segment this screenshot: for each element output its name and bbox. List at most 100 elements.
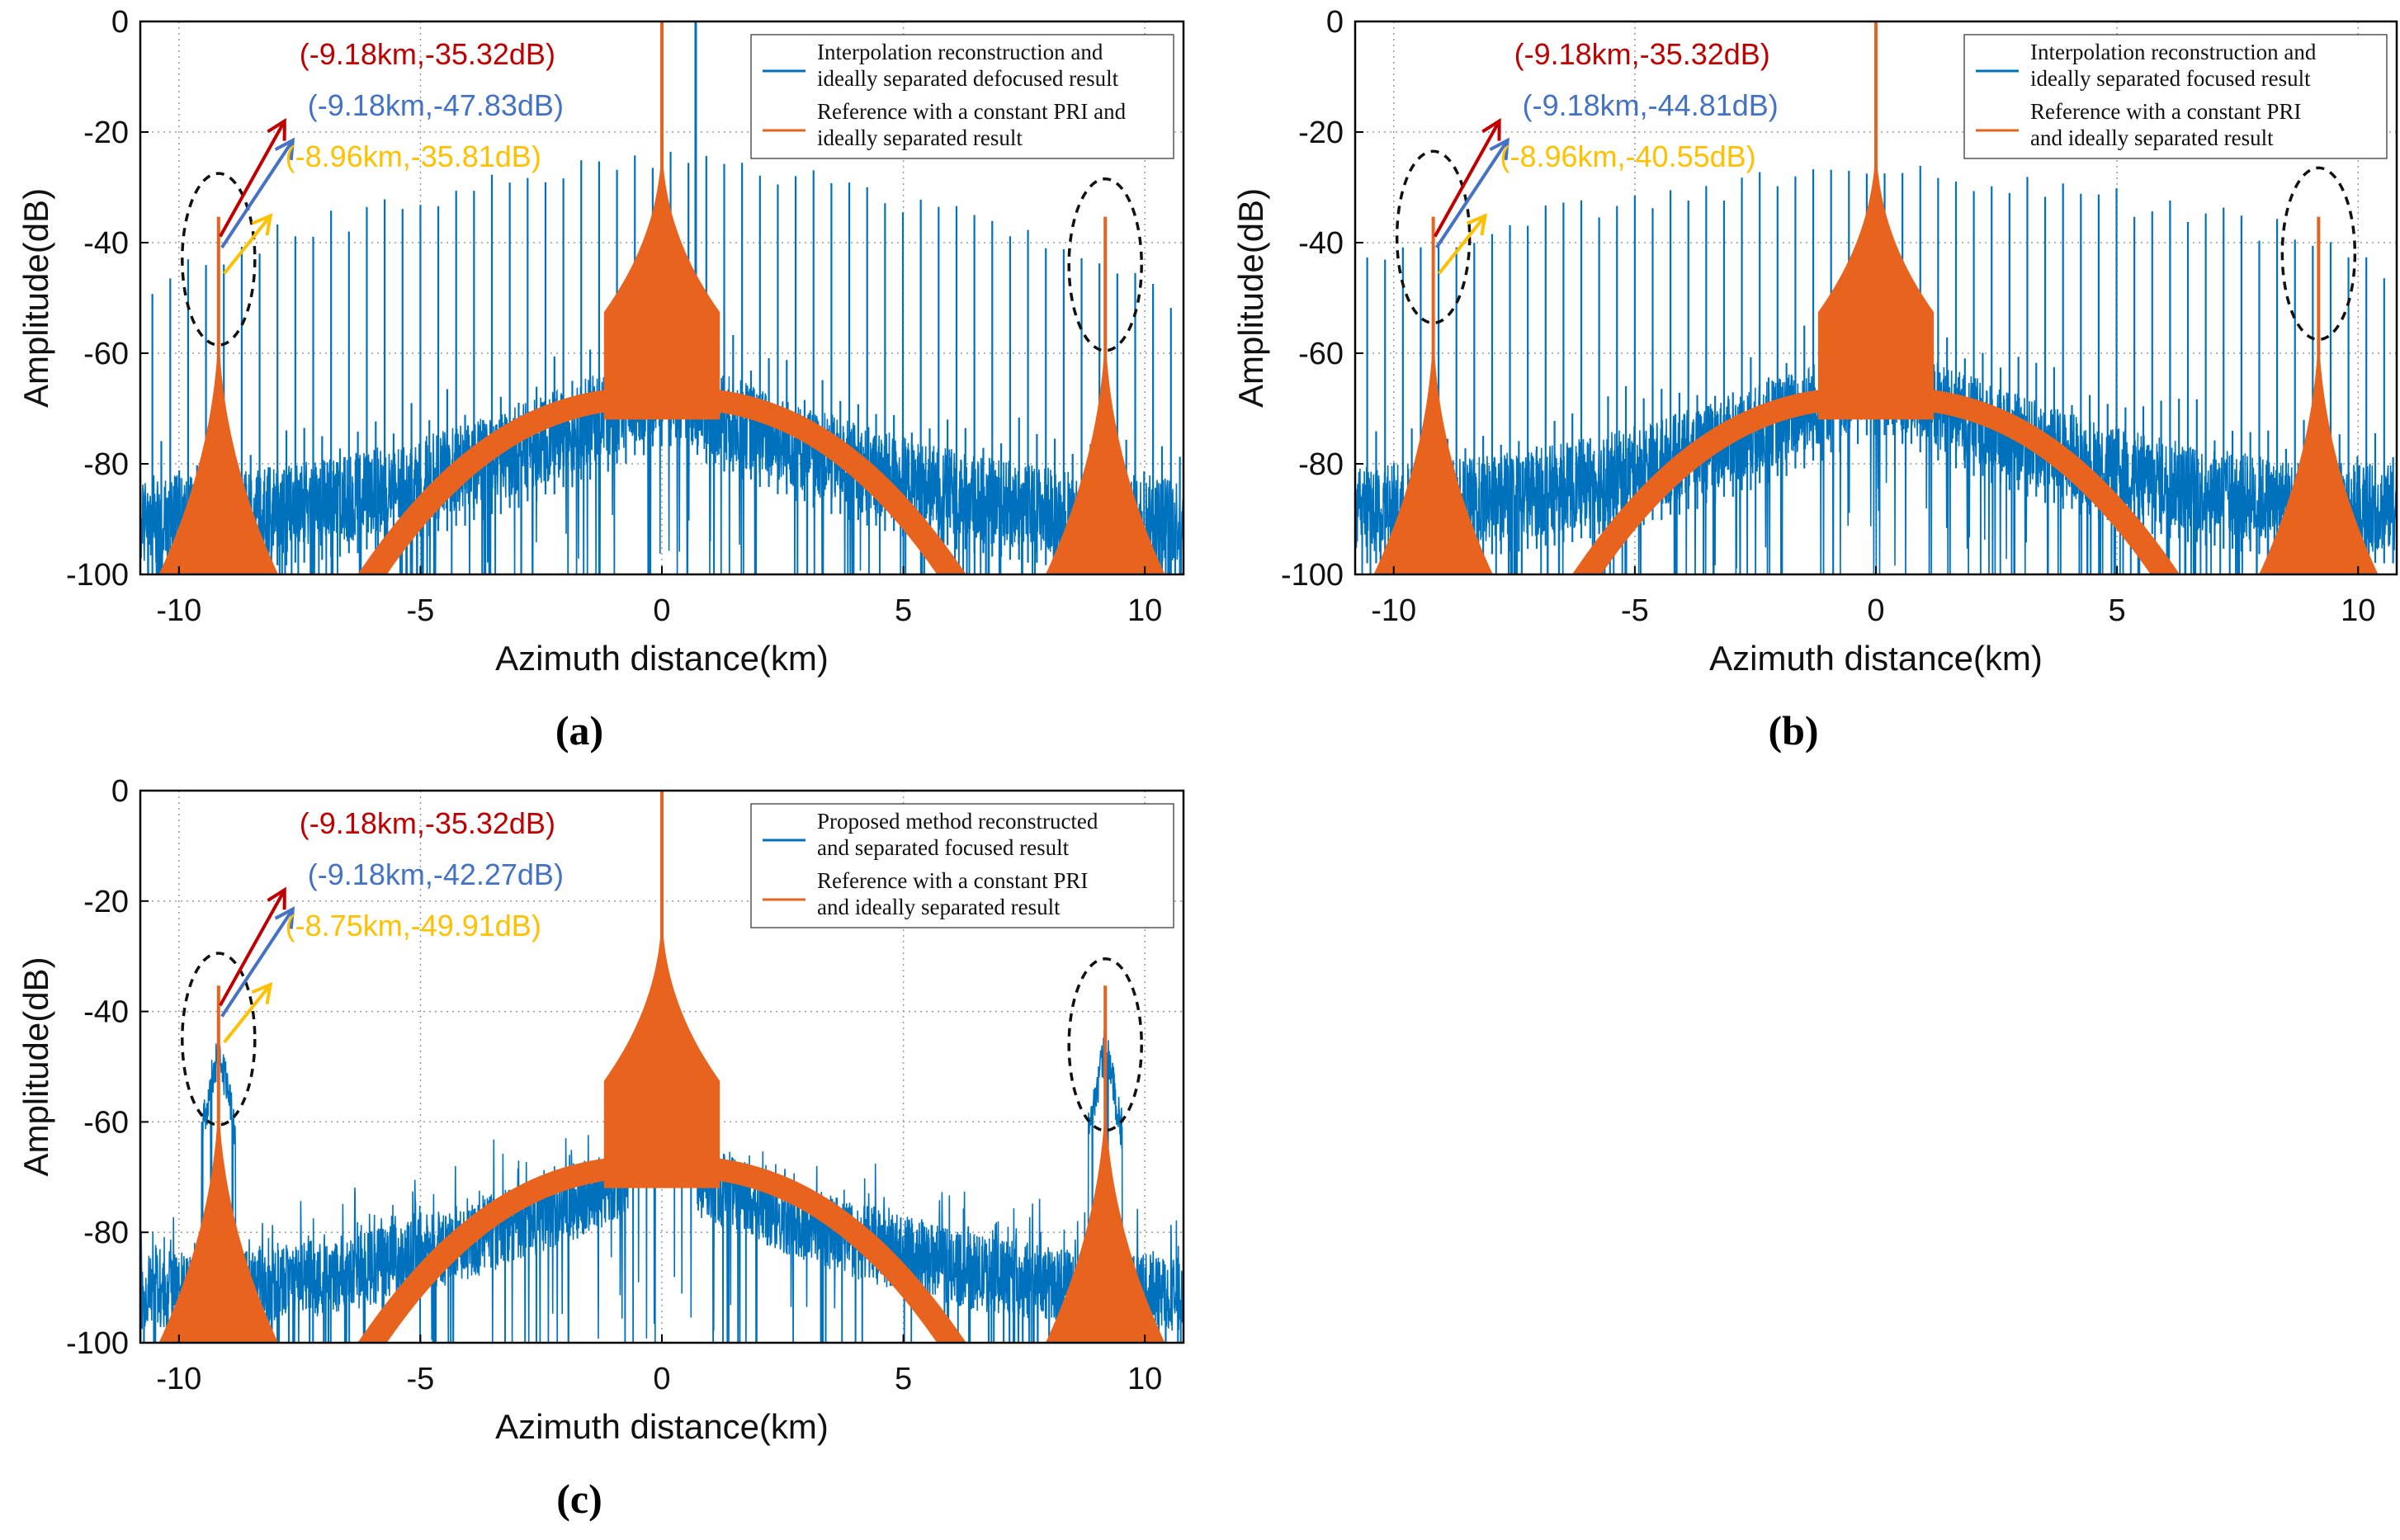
plot-area bbox=[1355, 21, 2397, 574]
x-tick-label: -5 bbox=[1621, 593, 1649, 628]
x-tick-label: -10 bbox=[156, 593, 201, 628]
legend-entry-text: ideally separated focused result bbox=[2030, 66, 2311, 91]
annotation-label: (-8.75km,-49.91dB) bbox=[286, 909, 541, 942]
reference-sidelobe-band bbox=[1571, 386, 2180, 574]
annotation-arrowhead bbox=[1466, 213, 1488, 236]
x-axis-label: Azimuth distance(km) bbox=[1709, 639, 2043, 678]
plot-area bbox=[140, 791, 1183, 1343]
reference-side-lobe bbox=[1045, 316, 1165, 574]
legend-entry-text: Proposed method reconstructed bbox=[817, 809, 1098, 834]
annotation-label: (-8.96km,-35.81dB) bbox=[286, 139, 541, 173]
y-tick-label: -20 bbox=[83, 885, 129, 919]
x-tick-label: -10 bbox=[1371, 593, 1416, 628]
tick-labels: -10 -5 0 5 10 0 -20 -40 -60 -80 -100 bbox=[1281, 5, 2375, 628]
highlight-ellipse bbox=[2280, 166, 2357, 342]
y-tick-label: -40 bbox=[83, 995, 129, 1030]
annotation-arrow bbox=[1434, 139, 1509, 249]
reference-side-lobe bbox=[2259, 316, 2379, 574]
x-tick-label: -10 bbox=[156, 1362, 201, 1396]
annotation-arrowhead bbox=[251, 213, 273, 236]
legend-box bbox=[1963, 34, 2388, 159]
legend-entry-text: Interpolation reconstruction and bbox=[2030, 40, 2317, 64]
y-axis-label: Amplitude(dB) bbox=[17, 957, 55, 1176]
highlight-ellipse bbox=[1067, 177, 1143, 352]
reference-sidelobe-band bbox=[357, 1155, 966, 1343]
x-tick-label: 0 bbox=[1867, 593, 1884, 628]
y-tick-label: -60 bbox=[83, 337, 129, 371]
x-tick-label: 10 bbox=[2341, 593, 2375, 628]
y-tick-label: -80 bbox=[83, 447, 129, 482]
annotation-label: (-9.18km,-35.32dB) bbox=[300, 806, 555, 840]
y-axis-label: Amplitude(dB) bbox=[1231, 188, 1270, 408]
legend: Interpolation reconstruction andideally … bbox=[750, 34, 1174, 159]
annotation-arrow bbox=[220, 908, 295, 1018]
x-axis-label: Azimuth distance(km) bbox=[495, 1407, 829, 1446]
y-tick-label: -40 bbox=[1298, 226, 1344, 261]
annotations: (-9.18km,-35.32dB) (-9.18km,-44.81dB) (-8.… bbox=[1433, 37, 1779, 275]
panel-a: -10 -5 0 5 10 0 -20 -40 -60 -80 -100 Azimuth distan… bbox=[17, 5, 1185, 753]
annotation-arrow bbox=[220, 139, 295, 249]
x-tick-label: 0 bbox=[653, 593, 670, 628]
x-tick-label: -5 bbox=[407, 593, 435, 628]
annotation-arrow bbox=[219, 120, 286, 238]
annotation-arrowhead bbox=[267, 117, 286, 141]
annotation-label: (-9.18km,-44.81dB) bbox=[1523, 88, 1779, 122]
reference-side-lobe bbox=[158, 1084, 279, 1343]
legend-entry-text: Reference with a constant PRI bbox=[817, 868, 1088, 893]
annotation-arrow bbox=[223, 983, 272, 1044]
legend-entry-text: and ideally separated result bbox=[2030, 125, 2274, 150]
series-reference bbox=[158, 21, 1165, 574]
legend-entry-text: ideally separated result bbox=[817, 125, 1023, 150]
panel-caption: (b) bbox=[1768, 707, 1818, 753]
highlight-ellipse bbox=[181, 172, 257, 347]
reference-side-lobe bbox=[158, 316, 279, 574]
annotation-label: (-9.18km,-42.27dB) bbox=[308, 857, 564, 891]
x-tick-label: 10 bbox=[1127, 1362, 1162, 1396]
y-tick-label: -60 bbox=[83, 1105, 129, 1140]
legend-entry-text: and separated focused result bbox=[817, 835, 1070, 860]
annotation-arrowhead bbox=[267, 886, 286, 910]
annotation-label: (-9.18km,-35.32dB) bbox=[300, 37, 555, 71]
y-tick-label: -20 bbox=[1298, 116, 1344, 150]
annotation-arrowhead bbox=[274, 906, 295, 929]
panel-b: -10 -5 0 5 10 0 -20 -40 -60 -80 -100 Azimuth distan… bbox=[1231, 5, 2398, 753]
tick-labels: -10 -5 0 5 10 0 -20 -40 -60 -80 -100 bbox=[66, 5, 1162, 628]
annotation-arrowhead bbox=[1481, 117, 1501, 141]
panel-c: -10 -5 0 5 10 0 -20 -40 -60 -80 -100 Azimuth distan… bbox=[17, 774, 1185, 1522]
annotation-label: (-9.18km,-35.32dB) bbox=[1514, 37, 1770, 71]
x-tick-label: 0 bbox=[653, 1362, 670, 1396]
tick-labels: -10 -5 0 5 10 0 -20 -40 -60 -80 -100 bbox=[66, 774, 1162, 1396]
y-tick-label: 0 bbox=[111, 5, 129, 40]
y-tick-label: -60 bbox=[1298, 337, 1344, 371]
series-reference bbox=[158, 791, 1165, 1343]
x-tick-label: 10 bbox=[1127, 593, 1162, 628]
plot-area bbox=[140, 21, 1183, 574]
legend-box bbox=[750, 34, 1174, 159]
y-tick-label: 0 bbox=[111, 774, 129, 809]
reference-side-lobe bbox=[1373, 316, 1493, 574]
x-tick-label: -5 bbox=[407, 1362, 435, 1396]
legend-entry-text: ideally separated defocused result bbox=[817, 66, 1119, 91]
legend-box bbox=[750, 803, 1174, 928]
y-tick-label: -80 bbox=[83, 1216, 129, 1250]
legend-entry-text: Reference with a constant PRI bbox=[2030, 99, 2301, 124]
annotation-arrow bbox=[219, 889, 286, 1007]
annotation-arrowhead bbox=[251, 981, 273, 1005]
panel-caption: (c) bbox=[556, 1476, 602, 1522]
y-tick-label: -100 bbox=[66, 558, 129, 593]
legend-entry-text: Reference with a constant PRI and bbox=[817, 99, 1127, 124]
y-tick-label: 0 bbox=[1326, 5, 1344, 40]
annotations: (-9.18km,-35.32dB) (-9.18km,-47.83dB) (-8.… bbox=[219, 37, 564, 275]
annotation-arrow bbox=[223, 215, 272, 275]
legend-entry-text: Interpolation reconstruction and bbox=[817, 40, 1103, 64]
y-tick-label: -100 bbox=[66, 1326, 129, 1361]
y-tick-label: -40 bbox=[83, 226, 129, 261]
annotations: (-9.18km,-35.32dB) (-9.18km,-42.27dB) (-8.… bbox=[219, 806, 564, 1044]
annotation-label: (-9.18km,-47.83dB) bbox=[308, 88, 564, 122]
reference-side-lobe bbox=[1045, 1084, 1165, 1343]
x-tick-label: 5 bbox=[895, 1362, 912, 1396]
y-tick-label: -20 bbox=[83, 116, 129, 150]
y-tick-label: -100 bbox=[1281, 558, 1344, 593]
